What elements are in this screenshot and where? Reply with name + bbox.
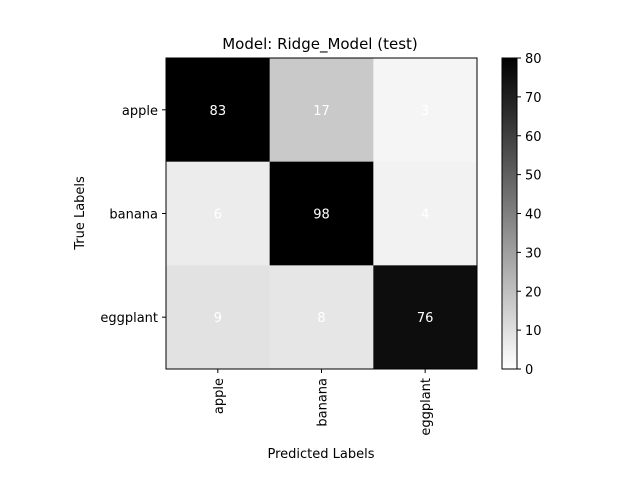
- colorbar-tick-label: 20: [525, 285, 542, 300]
- heatmap-cell: [269, 265, 374, 370]
- colorbar-tick-label: 50: [525, 169, 542, 184]
- colorbar-ticks: 0 10 20 30 40 50 60 70 80: [517, 52, 542, 378]
- cell-value-label: 6: [214, 208, 222, 223]
- heatmap-cell: [166, 58, 271, 163]
- cell-value-label: 4: [421, 208, 429, 223]
- cell-value-label: 17: [313, 104, 330, 119]
- cell-value-label: 8: [317, 311, 325, 326]
- colorbar-tick-label: 80: [525, 52, 542, 67]
- heatmap-cells: [166, 58, 478, 370]
- colorbar-tick-label: 40: [525, 208, 542, 223]
- cell-value-label: 76: [417, 311, 434, 326]
- heatmap-cell: [269, 161, 374, 266]
- x-tick-label: banana: [316, 378, 331, 427]
- x-tick-label: apple: [212, 378, 227, 414]
- colorbar-tick-label: 60: [525, 130, 542, 145]
- x-axis-ticks: apple banana eggplant: [212, 369, 434, 436]
- y-axis-label: True Labels: [73, 176, 88, 251]
- heatmap-cell: [373, 161, 478, 266]
- heatmap-cell: [166, 161, 271, 266]
- heatmap-cell: [373, 265, 478, 370]
- heatmap-cell: [269, 58, 374, 163]
- colorbar-tick-label: 70: [525, 91, 542, 106]
- cell-value-label: 3: [421, 104, 429, 119]
- colorbar-tick-label: 10: [525, 324, 542, 339]
- heatmap-cell: [373, 58, 478, 163]
- y-tick-label: eggplant: [100, 311, 158, 326]
- cell-value-label: 9: [214, 311, 222, 326]
- x-axis-label: Predicted Labels: [267, 447, 374, 462]
- colorbar-tick-label: 30: [525, 246, 542, 261]
- y-tick-label: banana: [109, 208, 158, 223]
- cell-value-label: 83: [210, 104, 227, 119]
- heatmap-cell: [166, 265, 271, 370]
- colorbar-tick-label: 0: [525, 363, 533, 378]
- y-tick-label: apple: [122, 104, 158, 119]
- y-axis-ticks: apple banana eggplant: [100, 104, 166, 326]
- heatmap-cell-labels: 83 17 36 98 49 8 76: [210, 104, 434, 326]
- cell-value-label: 98: [313, 208, 330, 223]
- chart-title: Model: Ridge_Model (test): [222, 35, 418, 54]
- colorbar: [501, 57, 518, 370]
- x-tick-label: eggplant: [419, 378, 434, 436]
